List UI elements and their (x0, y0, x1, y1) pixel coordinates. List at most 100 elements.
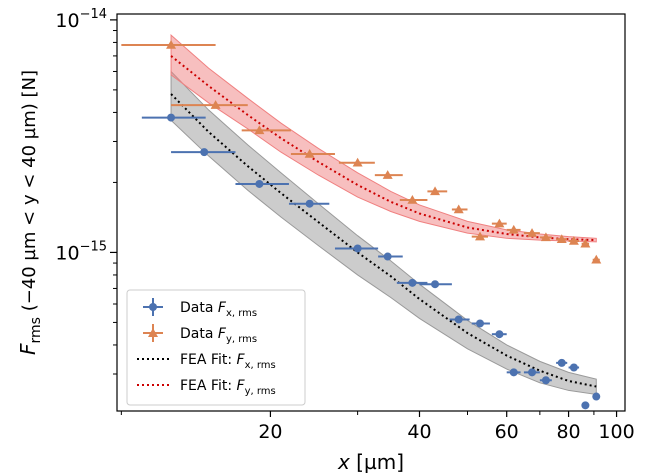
y-tick-label: 10−14 (55, 7, 107, 32)
x-axis-label: x [µm] (337, 450, 404, 473)
marker-triangle (407, 195, 418, 204)
data-point-s1-4 (338, 157, 375, 167)
data-point-s1-10 (491, 218, 507, 228)
data-point-s0-0 (141, 113, 206, 122)
fit-line-0 (170, 93, 597, 388)
legend-label: Data Fx, rms (180, 300, 257, 319)
marker-circle (431, 280, 440, 289)
fit-lines (170, 55, 597, 388)
x-tick-label: 80 (556, 421, 580, 443)
marker-triangle (304, 149, 315, 158)
data-point-s0-8 (449, 315, 470, 324)
data-point-s1-8 (451, 204, 468, 214)
marker-triangle (527, 228, 538, 237)
data-point-s0-7 (419, 280, 452, 289)
data-point-s1-3 (290, 149, 335, 158)
marker-triangle (568, 235, 579, 245)
data-point-s1-7 (427, 186, 448, 196)
marker-triangle (556, 234, 567, 243)
legend-label: Data Fy, rms (180, 326, 257, 345)
marker-circle (454, 315, 463, 324)
data-point-s0-4 (334, 244, 379, 253)
marker-triangle (453, 204, 464, 214)
y-tick-label: 10−15 (55, 239, 107, 264)
legend-box (126, 289, 306, 406)
fit-line-1 (170, 55, 597, 242)
marker-circle (383, 252, 392, 261)
data-point-s0-13 (539, 376, 552, 385)
data-point-s0-1 (171, 148, 236, 157)
data-point-s1-9 (471, 231, 488, 241)
legend-entry-1: Data Fy, rms (143, 324, 257, 345)
data-point-s1-13 (539, 232, 552, 242)
marker-triangle (210, 100, 221, 109)
data-point-s1-6 (399, 195, 428, 204)
data-point-s0-5 (378, 252, 403, 261)
data-point-s0-16 (581, 401, 590, 410)
data-point-s1-2 (241, 125, 291, 135)
data-point-s0-17 (592, 392, 601, 401)
marker-triangle (540, 232, 551, 242)
marker-circle (255, 179, 264, 188)
marker-circle (569, 363, 578, 372)
marker-circle (476, 319, 485, 328)
data-point-s1-5 (374, 170, 403, 179)
marker-triangle (475, 231, 486, 241)
legend-marker-triangle (148, 328, 158, 337)
marker-circle (557, 358, 566, 367)
marker-circle (581, 401, 590, 410)
data-point-s0-2 (235, 179, 289, 188)
legend-entry-2: FEA Fit: Fx, rms (137, 352, 276, 371)
marker-triangle (494, 218, 505, 228)
legend-label: FEA Fit: Fx, rms (180, 352, 276, 371)
marker-circle (528, 368, 537, 377)
x-tick-label: 40 (407, 421, 431, 443)
data-point-s1-14 (556, 234, 568, 243)
marker-circle (353, 244, 362, 253)
x-tick-label: 20 (258, 421, 282, 443)
data-point-s0-11 (506, 368, 521, 377)
plot-frame (116, 13, 626, 412)
marker-circle (305, 199, 314, 208)
data-point-s0-10 (491, 330, 507, 339)
marker-circle (495, 330, 504, 339)
legend-entry-0: Data Fx, rms (143, 298, 257, 319)
data-point-s0-9 (471, 319, 490, 328)
marker-triangle (430, 186, 441, 196)
marker-triangle (254, 125, 265, 135)
y-axis-label: Frms (−40 µm < y < 40 µm) [N] (16, 70, 44, 355)
data-points (121, 39, 602, 410)
marker-triangle (166, 39, 177, 49)
data-point-s1-12 (523, 228, 540, 237)
data-point-s1-15 (568, 235, 580, 245)
fit-band-1 (170, 34, 597, 243)
data-point-s1-0 (121, 39, 216, 49)
marker-triangle (352, 157, 363, 167)
axis-ticks: 20 40 60 80 100 10−15 10−14 (55, 7, 634, 443)
legend: Data Fx, rms Data Fy, rms FEA Fit: Fx, rms… (126, 289, 306, 406)
legend-label: FEA Fit: Fy, rms (180, 378, 276, 397)
legend-entry-3: FEA Fit: Fy, rms (137, 378, 276, 397)
marker-circle (509, 368, 518, 377)
data-point-s0-3 (288, 199, 330, 208)
marker-circle (167, 113, 176, 122)
marker-circle (200, 148, 209, 157)
data-point-s1-11 (506, 224, 521, 234)
x-tick-label: 60 (495, 421, 519, 443)
data-point-s1-16 (580, 238, 591, 248)
marker-circle (408, 278, 417, 287)
x-tick-label: 100 (598, 421, 634, 443)
data-point-s0-12 (523, 368, 540, 377)
marker-triangle (508, 224, 519, 234)
data-point-s0-15 (568, 363, 580, 372)
legend-marker-circle (149, 303, 157, 311)
marker-circle (541, 376, 550, 385)
data-point-s1-17 (591, 254, 602, 264)
data-point-s0-14 (556, 358, 568, 367)
marker-triangle (382, 170, 393, 179)
marker-circle (592, 392, 601, 401)
data-point-s1-1 (171, 100, 248, 109)
marker-triangle (591, 254, 602, 264)
marker-triangle (580, 238, 591, 248)
